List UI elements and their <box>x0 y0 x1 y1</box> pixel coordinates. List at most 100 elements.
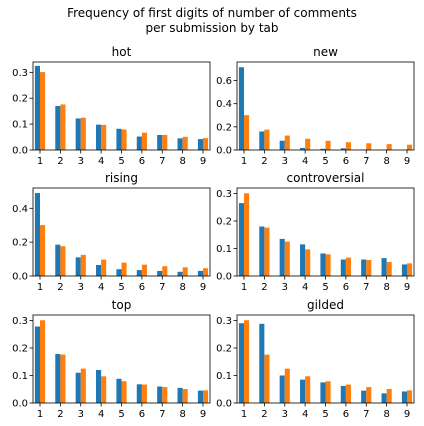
bar-gilded-series1-7 <box>361 390 367 404</box>
x-tick-label-hot-9: 9 <box>200 156 206 167</box>
bar-rising-series1-1 <box>34 193 40 276</box>
bar-gilded-series2-3 <box>284 368 290 404</box>
y-tick-label-new-0.2: 0.2 <box>216 122 232 133</box>
x-tick-label-top-5: 5 <box>118 409 124 420</box>
bar-rising-series2-5 <box>121 262 127 276</box>
bar-gilded-series2-7 <box>366 387 372 403</box>
bar-new-series2-2 <box>264 129 270 150</box>
subplot-title-gilded: gilded <box>307 298 344 312</box>
x-tick-label-hot-8: 8 <box>179 156 185 167</box>
x-tick-label-new-7: 7 <box>363 156 369 167</box>
bar-top-series2-1 <box>40 320 46 403</box>
y-tick-label-controversial-0.0: 0.0 <box>216 272 232 283</box>
x-tick-label-new-3: 3 <box>282 156 288 167</box>
x-tick-label-gilded-3: 3 <box>282 409 288 420</box>
x-tick-label-rising-5: 5 <box>118 282 124 293</box>
bar-top-series1-8 <box>177 387 183 404</box>
bar-gilded-series2-6 <box>345 384 351 403</box>
x-tick-label-gilded-9: 9 <box>404 409 410 420</box>
bar-top-series2-5 <box>121 381 127 403</box>
bar-gilded-series1-5 <box>320 382 326 404</box>
bar-new-series2-6 <box>345 142 351 150</box>
bar-gilded-series2-9 <box>407 390 413 403</box>
subplot-hot: hot 1 2 3 4 5 6 7 8 9 0.0 0.1 0.2 0.3 <box>12 45 211 167</box>
bar-new-series2-5 <box>325 140 331 150</box>
x-tick-label-hot-7: 7 <box>159 156 165 167</box>
x-tick-label-gilded-1: 1 <box>241 409 247 420</box>
bar-controversial-series2-6 <box>345 257 351 276</box>
y-tick-label-new-0.0: 0.0 <box>216 146 232 157</box>
y-tick-label-hot-0.3: 0.3 <box>12 68 28 79</box>
x-tick-label-new-8: 8 <box>383 156 389 167</box>
bar-rising-series2-1 <box>40 225 46 276</box>
bar-top-series2-8 <box>182 388 188 403</box>
x-tick-label-top-8: 8 <box>179 409 185 420</box>
x-tick-label-rising-7: 7 <box>159 282 165 293</box>
y-tick-label-rising-0.2: 0.2 <box>12 238 28 249</box>
subplot-grid: hot 1 2 3 4 5 6 7 8 9 0.0 0.1 0.2 0.3 new 1 2 3 4 5 6 7 8 9 0.0 0… <box>12 45 415 420</box>
x-tick-label-gilded-2: 2 <box>261 409 267 420</box>
subplot-title-top: top <box>112 298 132 312</box>
bar-new-series2-3 <box>284 135 290 150</box>
x-tick-label-hot-2: 2 <box>57 156 63 167</box>
bar-controversial-series1-7 <box>361 259 367 276</box>
x-tick-label-new-9: 9 <box>404 156 410 167</box>
bar-controversial-series1-8 <box>381 258 387 277</box>
bar-controversial-series1-9 <box>401 264 407 276</box>
x-tick-label-hot-4: 4 <box>98 156 104 167</box>
bar-rising-series2-8 <box>182 267 188 276</box>
bar-controversial-series1-2 <box>259 226 265 276</box>
x-tick-label-hot-6: 6 <box>139 156 145 167</box>
bar-new-series1-2 <box>259 131 265 150</box>
y-tick-label-rising-0.0: 0.0 <box>12 272 28 283</box>
bar-controversial-series2-7 <box>366 260 372 276</box>
bar-gilded-series1-8 <box>381 393 387 404</box>
bar-top-series1-9 <box>197 390 203 404</box>
bar-rising-series2-3 <box>80 254 86 276</box>
bar-hot-series2-9 <box>203 138 209 150</box>
subplot-title-hot: hot <box>112 45 132 59</box>
bar-hot-series1-6 <box>136 136 142 150</box>
bar-hot-series1-1 <box>34 65 40 150</box>
y-tick-label-gilded-0.3: 0.3 <box>216 316 232 327</box>
bar-top-series1-2 <box>55 354 61 403</box>
bar-rising-series1-8 <box>177 271 183 276</box>
y-tick-label-rising-0.4: 0.4 <box>12 204 28 215</box>
x-tick-label-new-6: 6 <box>343 156 349 167</box>
x-tick-label-new-5: 5 <box>322 156 328 167</box>
x-tick-label-gilded-6: 6 <box>343 409 349 420</box>
figure-title-line-2: per submission by tab <box>145 21 278 35</box>
x-tick-label-rising-2: 2 <box>57 282 63 293</box>
bar-gilded-series1-4 <box>300 379 306 404</box>
bar-hot-series2-7 <box>162 134 168 150</box>
x-tick-label-top-2: 2 <box>57 409 63 420</box>
y-tick-label-top-0.1: 0.1 <box>12 371 28 382</box>
bar-hot-series1-2 <box>55 106 61 150</box>
bar-top-series1-6 <box>136 384 142 403</box>
bar-controversial-series1-5 <box>320 253 326 276</box>
bar-gilded-series1-1 <box>238 323 244 403</box>
bar-top-series1-7 <box>157 386 163 403</box>
bar-new-series2-9 <box>407 144 413 150</box>
x-tick-label-top-9: 9 <box>200 409 206 420</box>
bar-gilded-series2-1 <box>244 320 250 403</box>
bar-hot-series2-3 <box>80 117 86 150</box>
subplot-rising: rising 1 2 3 4 5 6 7 8 9 0.0 0.2 0.4 <box>12 171 211 293</box>
bar-rising-series1-6 <box>136 270 142 276</box>
x-tick-label-controversial-3: 3 <box>282 282 288 293</box>
bar-new-series2-4 <box>305 138 311 150</box>
bar-controversial-series1-1 <box>238 203 244 277</box>
x-tick-label-controversial-4: 4 <box>302 282 308 293</box>
bar-hot-series2-5 <box>121 129 127 150</box>
x-tick-label-controversial-8: 8 <box>383 282 389 293</box>
bar-new-series2-8 <box>386 144 392 150</box>
bar-gilded-series2-4 <box>305 376 311 403</box>
bar-hot-series1-9 <box>197 139 203 150</box>
bar-hot-series2-2 <box>60 104 66 150</box>
x-tick-label-hot-1: 1 <box>37 156 43 167</box>
y-tick-label-new-0.6: 0.6 <box>216 76 232 87</box>
y-tick-label-hot-0.0: 0.0 <box>12 146 28 157</box>
y-tick-label-new-0.4: 0.4 <box>216 99 232 110</box>
x-tick-label-new-2: 2 <box>261 156 267 167</box>
bar-top-series2-6 <box>141 384 147 403</box>
